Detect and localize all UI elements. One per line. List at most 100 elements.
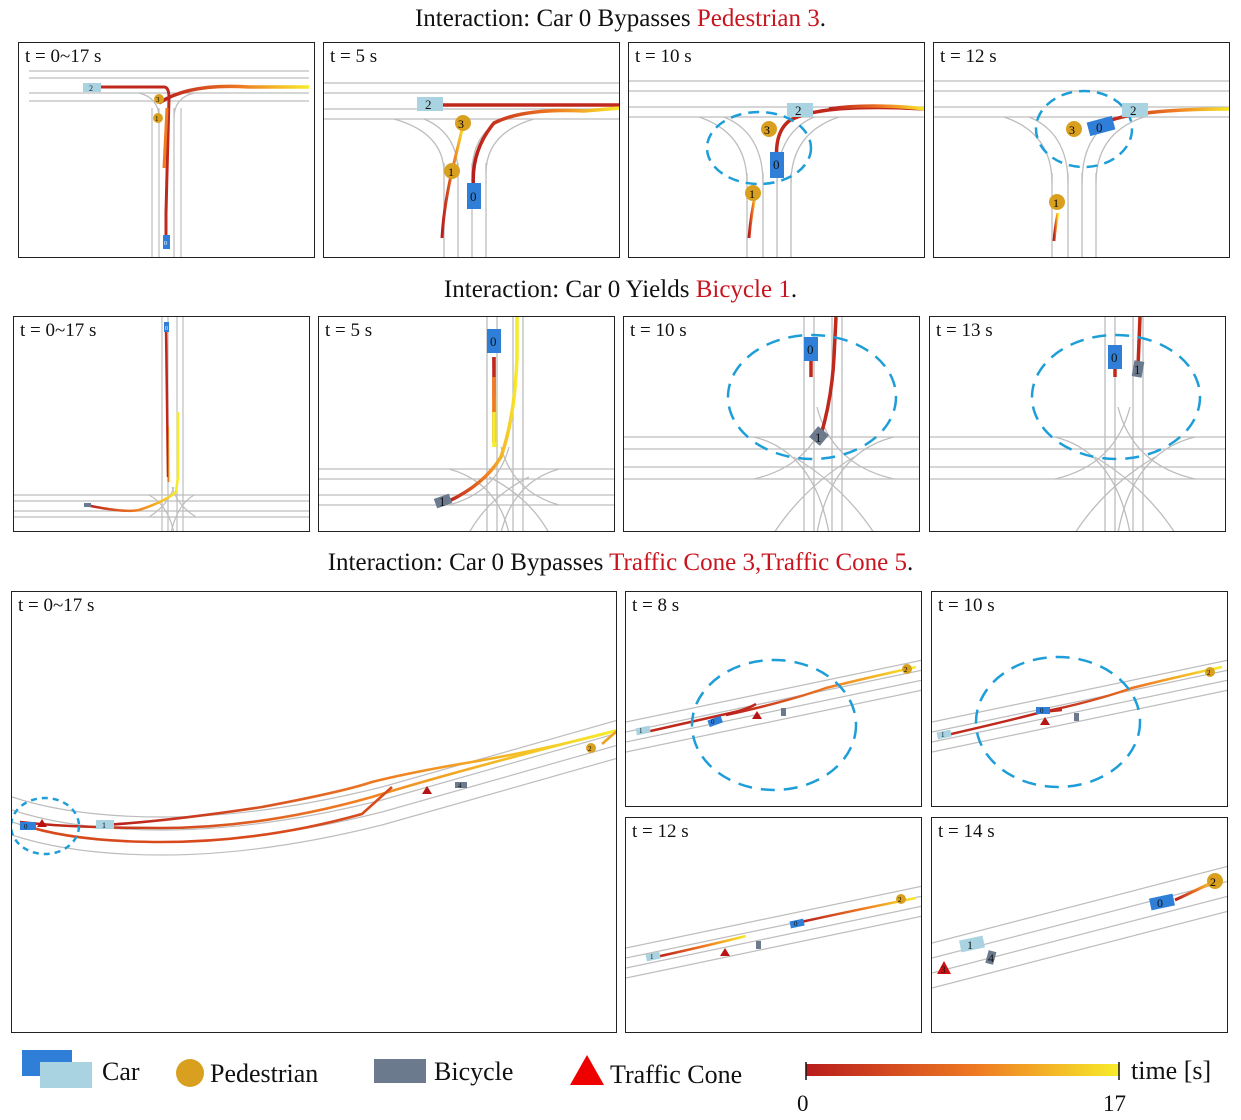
time-label: t = 5 s [330,46,378,67]
row3-panel-1: 0 1 4 2 t = 0~17 s [11,591,617,1033]
car-0 [20,822,36,830]
svg-text:4: 4 [988,951,994,965]
svg-text:2: 2 [898,896,902,904]
intersection-map: 0 1 [930,317,1225,531]
t-intersection-map: 2 3 0 1 [934,80,1229,257]
svg-text:0: 0 [1040,707,1044,715]
pedestrian-1 [745,185,761,201]
road-map: 1 0 2 [932,655,1227,789]
bicycle-4 [455,782,467,788]
svg-text:0: 0 [490,334,497,349]
car-2 [417,97,443,111]
svg-text:0: 0 [711,718,715,726]
car-2 [83,83,101,92]
time-label: t = 13 s [936,320,993,341]
pedestrian-2 [896,894,906,904]
road-map: 1 0 2 [626,658,921,792]
intersection-map: 0 1 [624,317,919,531]
svg-text:1: 1 [815,430,822,445]
pedestrian-2 [1207,873,1223,889]
legend-cone-label: Traffic Cone [610,1060,743,1089]
car-2 [1122,103,1148,117]
svg-text:1: 1 [941,731,945,739]
t-intersection-map: 2 3 1 0 [324,82,619,257]
pedestrian-3 [761,121,777,137]
svg-text:2: 2 [1207,669,1211,677]
svg-text:1: 1 [448,165,454,179]
curved-road-map: 0 1 4 2 [12,719,616,856]
svg-text:1: 1 [439,494,446,509]
car-1 [96,820,114,829]
car-1 [635,725,651,736]
row2-panel-2: 0 1 t = 5 s [318,316,615,532]
time-label: t = 0~17 s [25,46,102,67]
pedestrian-3 [154,94,164,104]
car-light-swatch [40,1062,92,1088]
car-0 [163,235,170,249]
row3-panel-4: 1 0 2 t = 12 s [625,817,922,1033]
bicycle-4 [756,941,761,949]
svg-text:3: 3 [764,123,770,137]
bicycle-4 [781,708,786,716]
colorbar-max: 17 [1103,1091,1126,1116]
car-0 [164,322,169,332]
row2-title: Interaction: Car 0 Yields Bicycle 1. [443,276,798,303]
svg-text:0: 0 [470,189,477,204]
svg-text:1: 1 [967,938,973,952]
intersection-map: 0 1 [319,317,614,531]
car-1 [936,729,952,740]
row2-panel-3: 0 1 t = 10 s [623,316,920,532]
car-0 [804,337,818,361]
svg-text:1: 1 [1134,362,1141,377]
svg-text:4: 4 [458,782,462,790]
t-intersection-map: 2 3 1 0 [29,70,309,257]
row1-title: Interaction: Car 0 Bypasses Pedestrian 3… [414,5,826,32]
time-label: t = 5 s [325,320,373,341]
cone-swatch [570,1055,604,1085]
bicycle-swatch [374,1059,426,1083]
svg-text:0: 0 [773,157,780,172]
row3-panel-2: 1 0 2 t = 8 s [625,591,922,807]
row3-title: Interaction: Car 0 Bypasses Traffic Cone… [327,549,914,576]
time-label: t = 10 s [630,320,687,341]
svg-text:0: 0 [165,326,168,332]
svg-text:0: 0 [807,342,814,357]
svg-text:1: 1 [639,727,643,735]
time-label: t = 12 s [940,46,997,67]
car-0 [1086,115,1116,137]
svg-text:0: 0 [1111,350,1118,365]
bicycle-1 [84,503,91,507]
svg-text:1: 1 [1053,196,1059,210]
pedestrian-2 [902,664,912,674]
bicycle-1 [809,426,829,446]
svg-text:2: 2 [425,97,432,112]
row1-panel-3: 2 3 0 1 t = 10 s [628,42,925,258]
pedestrian-1 [444,163,460,179]
row1-panel-4: 2 3 0 1 t = 12 s [933,42,1230,258]
svg-text:2: 2 [89,84,93,93]
pedestrian-3 [455,115,471,131]
svg-text:3: 3 [941,965,946,975]
car-0 [770,152,784,178]
svg-text:2: 2 [1210,875,1216,889]
car-0 [789,918,805,929]
pedestrian-2 [1205,667,1215,677]
svg-text:0: 0 [24,823,28,831]
pedestrian-3 [1066,121,1082,137]
svg-text:0: 0 [794,920,798,928]
svg-text:3: 3 [458,117,464,131]
traffic-cone [422,786,432,794]
svg-text:1: 1 [102,821,106,830]
car-0 [1108,345,1122,369]
legend-bicycle-label: Bicycle [434,1057,514,1086]
time-label: t = 10 s [635,46,692,67]
bicycle-1 [1131,360,1145,378]
svg-text:3: 3 [156,96,160,104]
traffic-cone [752,711,762,719]
row1-panel-2: 2 3 1 0 t = 5 s [323,42,620,258]
svg-text:1: 1 [650,953,654,961]
bicycle-4 [1074,713,1079,721]
svg-text:2: 2 [795,103,802,118]
colorbar-min: 0 [797,1091,809,1116]
colorbar [806,1064,1119,1076]
